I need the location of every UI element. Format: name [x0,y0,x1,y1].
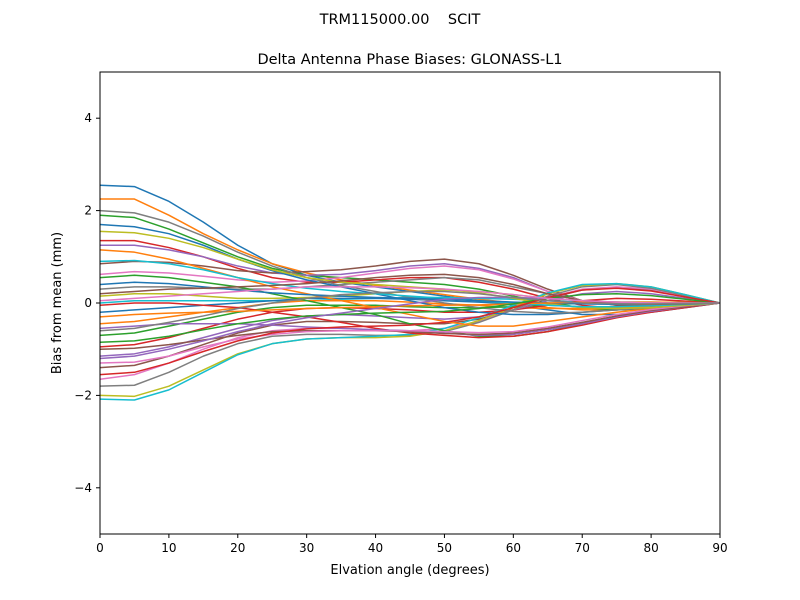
series-line [100,287,720,376]
y-axis-label: Bias from mean (mm) [50,232,65,374]
y-tick-label: −2 [74,388,92,402]
x-tick-label: 40 [368,541,383,555]
series-line [100,230,720,310]
x-tick-label: 0 [96,541,104,555]
series-line [100,283,720,387]
series-line [100,302,720,364]
series-line [100,282,720,401]
x-tick-label: 70 [575,541,590,555]
y-tick-label: 2 [84,204,92,218]
y-tick-label: 4 [84,111,92,125]
series-line [100,297,720,348]
series-line [100,258,720,307]
x-tick-label: 90 [712,541,727,555]
series-line [100,302,720,350]
y-tick-label: 0 [84,296,92,310]
x-tick-label: 10 [161,541,176,555]
series-line [100,249,720,327]
series-line [100,290,720,332]
x-tick-label: 80 [643,541,658,555]
x-tick-label: 60 [506,541,521,555]
series-line [100,286,720,304]
series-line [100,302,720,339]
y-tick-label: −4 [74,481,92,495]
series-line [100,209,720,314]
x-axis: 0 10 20 30 40 50 60 70 80 90 [96,534,728,555]
x-axis-label: Elvation angle (degrees) [330,563,489,578]
y-axis: −4 −2 0 2 4 [74,111,100,495]
figure-suptitle: TRM115000.00 SCIT [319,12,481,28]
x-tick-label: 50 [437,541,452,555]
series-line [100,293,720,344]
series-line [100,290,720,357]
series-line [100,259,720,308]
x-tick-label: 30 [299,541,314,555]
series-layer [100,184,720,401]
chart-title: Delta Antenna Phase Biases: GLONASS-L1 [257,52,562,68]
x-tick-label: 20 [230,541,245,555]
